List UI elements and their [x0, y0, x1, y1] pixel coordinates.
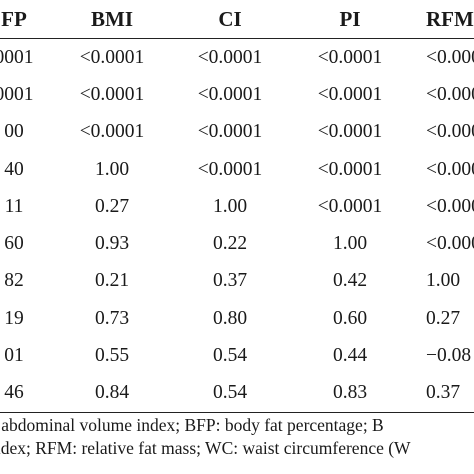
table-cell-bmi: 0.27 — [94, 195, 130, 217]
table-cell-bmi: 0.21 — [94, 270, 130, 292]
table-cell-bfp: 0001 — [0, 83, 34, 105]
table-cell-pi: <0.0001 — [317, 83, 383, 105]
table-cell-pi: <0.0001 — [317, 195, 383, 217]
table-cell-rfm: 1.00 — [426, 270, 461, 292]
table-cell-ci: 0.80 — [212, 307, 248, 329]
table-cell-rfm: <0.000 — [426, 158, 474, 180]
table-body: 0001<0.0001<0.0001<0.0001<0.0000001<0.00… — [0, 39, 474, 413]
table-cell-pi: <0.0001 — [317, 121, 383, 143]
table-cell-bfp: 60 — [4, 233, 24, 255]
table-cell-rfm: <0.000 — [426, 195, 474, 217]
table-row: 82 0.21 0.37 0.42 1.00 — [0, 263, 474, 300]
column-header-rfm: RFM — [410, 0, 474, 39]
table-cell-pi: 0.44 — [332, 345, 368, 367]
column-header-bfp: FP — [0, 0, 54, 39]
table-cell-bmi: 0.73 — [94, 307, 130, 329]
column-header-ci: CI — [170, 0, 290, 39]
table-cell-ci: 0.54 — [212, 345, 248, 367]
table-cell-bfp: 40 — [4, 158, 24, 180]
table-cell-bfp: 11 — [4, 195, 24, 217]
table-cell-ci: <0.0001 — [197, 121, 263, 143]
table-cell-bmi: <0.0001 — [79, 121, 145, 143]
column-header-bmi: BMI — [54, 0, 170, 39]
table-cell-bfp: 46 — [0, 374, 54, 413]
table-cell-pi: <0.0001 — [317, 158, 383, 180]
table-cell-bmi: 1.00 — [94, 158, 130, 180]
table-cell-ci: <0.0001 — [197, 83, 263, 105]
table-cell-rfm: <0.000 — [426, 233, 474, 255]
table-cell-rfm: −0.08 — [426, 345, 472, 367]
table-cell-ci: <0.0001 — [197, 158, 263, 180]
table-cell-ci: 0.37 — [212, 270, 248, 292]
table-cell-ci: 1.00 — [212, 195, 248, 217]
table-cell-ci: <0.0001 — [197, 46, 263, 68]
footnote-line-2: ndex; RFM: relative fat mass; WC: waist … — [0, 438, 411, 458]
table-cell-pi: 0.83 — [290, 374, 410, 413]
table-cell-bmi: <0.0001 — [79, 46, 145, 68]
table-row: 00 <0.0001 <0.0001 <0.0001 <0.000 — [0, 114, 474, 151]
table-cell-bmi: 0.84 — [54, 374, 170, 413]
table-row: 19 0.73 0.80 0.60 0.27 — [0, 300, 474, 337]
table-row: 11 0.27 1.00 <0.0001 <0.000 — [0, 188, 474, 225]
table-row: 60 0.93 0.22 1.00 <0.000 — [0, 225, 474, 262]
table-cell-rfm: 0.27 — [426, 307, 461, 329]
header-row: FP BMI CI PI RFM — [0, 0, 474, 39]
table-cell-bfp: 82 — [4, 270, 24, 292]
table-cell-rfm: 0.37 — [410, 374, 474, 413]
table-cell-rfm: <0.000 — [426, 83, 474, 105]
table-cell-ci: 0.54 — [170, 374, 290, 413]
table-cell-bfp: 00 — [4, 121, 24, 143]
table-cell-ci: 0.22 — [212, 233, 248, 255]
table-cell-rfm: <0.000 — [426, 46, 474, 68]
table-cell-bfp: 19 — [4, 307, 24, 329]
table-cell-bfp: 01 — [4, 345, 24, 367]
footnote-line-1: : abdominal volume index; BFP: body fat … — [0, 415, 384, 435]
correlation-table: FP BMI CI PI RFM 0001<0.0001<0.0001<0.00… — [0, 0, 474, 413]
table-row: 01 0.55 0.54 0.44 −0.08 — [0, 337, 474, 374]
table-footnote: : abdominal volume index; BFP: body fat … — [0, 414, 474, 460]
table-cell-pi: 1.00 — [332, 233, 368, 255]
table-row: 0001 <0.0001 <0.0001 <0.0001 <0.000 — [0, 76, 474, 113]
table-cell-pi: <0.0001 — [317, 46, 383, 68]
column-header-pi: PI — [290, 0, 410, 39]
table-row: 46 0.84 0.54 0.83 0.37 — [0, 374, 474, 413]
table-cell-pi: 0.42 — [332, 270, 368, 292]
table-cell-rfm: <0.000 — [426, 121, 474, 143]
table-cell-bmi: 0.93 — [94, 233, 130, 255]
table-cell-bmi: <0.0001 — [79, 83, 145, 105]
table-cell-bfp: 0001 — [0, 46, 34, 68]
table-row: 0001 <0.0001 <0.0001 <0.0001 <0.000 — [0, 39, 474, 77]
table-cell-pi: 0.60 — [332, 307, 368, 329]
table-cell-bmi: 0.55 — [94, 345, 130, 367]
table-row: 40 1.00 <0.0001 <0.0001 <0.000 — [0, 151, 474, 188]
